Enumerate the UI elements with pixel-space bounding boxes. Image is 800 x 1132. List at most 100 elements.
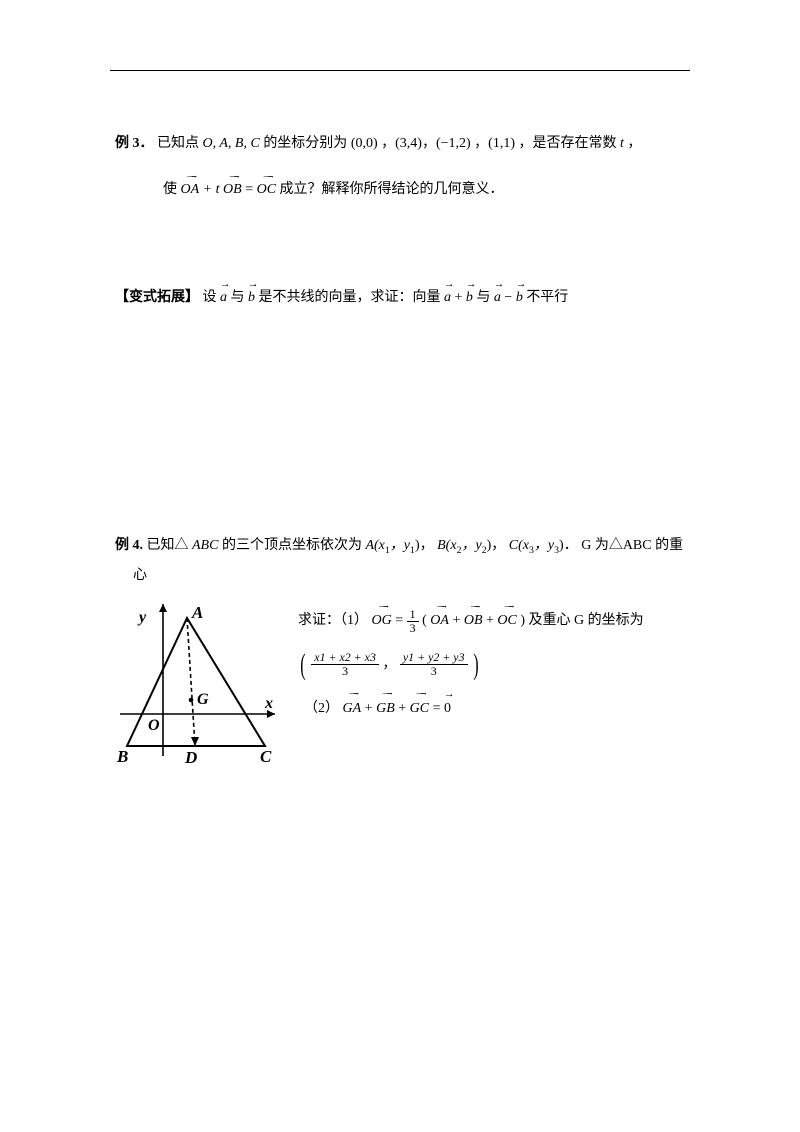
ex3-l2-pre: 使 (163, 182, 177, 197)
proof-1: 求证：（1） OG = 13 ( OA + OB + OC ) 及重心 G 的坐… (298, 604, 690, 638)
ex3-l2-post: 成立？解释你所得结论的几何意义． (280, 182, 504, 197)
document-page: 例 3． 已知点 O, A, B, C 的坐标分别为 (0,0) ，(3,4)，… (0, 0, 800, 1132)
p1-centroid-mid: 及重心 G 的坐标为 (529, 613, 644, 628)
vec-OC: OC (257, 176, 276, 204)
ex4-B: B (437, 538, 446, 553)
fy-den: 3 (400, 665, 468, 678)
proofs-area: 求证：（1） OG = 13 ( OA + OB + OC ) 及重心 G 的坐… (298, 596, 690, 735)
ex4-pre: 已知△ (147, 538, 189, 553)
p1-rp: ) (520, 613, 525, 628)
big-rparen: ) (473, 652, 478, 678)
ex4-tail: G 为△ABC 的重 (581, 538, 683, 553)
frac13-num: 1 (407, 608, 419, 622)
ex4-Bc: (x2，y2)， (446, 538, 506, 553)
fig-label-C: C (260, 747, 272, 766)
ex3-mid3: ， (627, 136, 641, 151)
content-area: 例 3． 已知点 O, A, B, C 的坐标分别为 (0,0) ，(3,4)，… (115, 130, 690, 782)
centroid-coord: ( x1 + x2 + x33 ， y1 + y2 + y33 ) (298, 648, 690, 682)
ex3-t: t (620, 136, 624, 151)
variant-block: 【变式拓展】 设 a 与 b 是不共线的向量，求证：向量 a + b 与 a −… (115, 284, 690, 312)
ex4-abc: ABC (192, 538, 218, 553)
fig-label-y: y (137, 609, 147, 626)
ex4-Cc: (x3，y3)． (518, 538, 578, 553)
ex4-Bc-x: (x (446, 538, 457, 553)
variant-mid3: 与 (476, 290, 494, 305)
ex4-Acm: ，y (390, 538, 410, 553)
vec-GC: GC (410, 692, 429, 726)
ex4-mid1: 的三个顶点坐标依次为 (222, 538, 366, 553)
ex4-C: C (509, 538, 518, 553)
fx-den: 3 (311, 665, 379, 678)
ex4-Ac: (x1，y1)， (374, 538, 434, 553)
example-4: 例 4. 已知△ ABC 的三个顶点坐标依次为 A(x1，y1)， B(x2，y… (115, 532, 690, 560)
top-rule (110, 70, 690, 71)
frac-y: y1 + y2 + y33 (400, 651, 468, 678)
variant-label: 【变式拓展】 (115, 290, 199, 305)
vec-a-3: a (494, 284, 501, 312)
ex4-Ace: )， (415, 538, 434, 553)
fig-label-B: B (116, 747, 128, 766)
p1-lp: ( (422, 613, 427, 628)
frac13-den: 3 (407, 622, 419, 635)
variant-plus: + (455, 290, 466, 305)
vec-zero: 0 (444, 692, 451, 726)
ex4-Bce: )， (487, 538, 506, 553)
triangle-figure: y x A B C D O G (115, 596, 280, 782)
ex3-coords: (0,0) ，(3,4)，(−1,2) ，(1,1) (351, 136, 515, 151)
example-3-line2: 使 OA + t OB = OC 成立？解释你所得结论的几何意义． (163, 176, 690, 204)
p2-plus2: + (398, 701, 409, 716)
proof-2: （2） GA + GB + GC = 0 (304, 692, 690, 726)
ex4-Ccm: ，y (534, 538, 554, 553)
variant-mid1: 与 (231, 290, 249, 305)
ex3-plus-t: + t (203, 182, 220, 197)
vec-b-2: b (466, 284, 473, 312)
ex3-label: 例 3． (115, 136, 154, 151)
p2-plus1: + (365, 701, 376, 716)
vec-GA: GA (343, 692, 362, 726)
vec-a-2: a (444, 284, 451, 312)
ex3-mid1: 的坐标分别为 (263, 136, 347, 151)
variant-pre: 设 (203, 290, 221, 305)
vec-OA: OA (181, 176, 200, 204)
ex4-Ac-x: (x (374, 538, 385, 553)
p1-eq: = (395, 613, 406, 628)
vec-OA2: OA (430, 604, 449, 638)
p1-plus1: + (452, 613, 463, 628)
variant-post: 不平行 (526, 290, 568, 305)
vec-b-1: b (248, 284, 255, 312)
proof-label: 求证：（1） (298, 613, 368, 628)
ex4-label: 例 4. (115, 538, 143, 553)
vec-OG: OG (372, 604, 392, 638)
frac-1-3: 13 (407, 608, 419, 635)
vec-GB: GB (376, 692, 395, 726)
ex4-line2: 心 (133, 568, 147, 583)
frac-x: x1 + x2 + x33 (311, 651, 379, 678)
ex4-A: A (365, 538, 374, 553)
example-3: 例 3． 已知点 O, A, B, C 的坐标分别为 (0,0) ，(3,4)，… (115, 130, 690, 158)
p1-plus2: + (486, 613, 497, 628)
variant-minus: − (504, 290, 515, 305)
ex4-Cce: )． (559, 538, 578, 553)
fig-label-O: O (148, 717, 160, 734)
centroid-comma: ， (382, 657, 396, 672)
vec-a-1: a (220, 284, 227, 312)
vec-b-3: b (516, 284, 523, 312)
example-4-body: y x A B C D O G 求证：（1） OG = 13 ( OA (115, 596, 690, 782)
fig-label-A: A (191, 603, 203, 622)
vec-OB: OB (223, 176, 242, 204)
ex3-mid2: ，是否存在常数 (519, 136, 621, 151)
p2-label: （2） (304, 701, 339, 716)
fy-num: y1 + y2 + y3 (400, 651, 468, 665)
ex3-eqsign: = (245, 182, 256, 197)
ex3-pre: 已知点 (157, 136, 199, 151)
ex3-points: O, A, B, C (203, 136, 260, 151)
variant-mid2: 是不共线的向量，求证：向量 (259, 290, 445, 305)
fig-label-G: G (197, 691, 209, 708)
big-lparen: ( (300, 652, 305, 678)
triangle-svg: y x A B C D O G (115, 596, 280, 771)
fx-num: x1 + x2 + x3 (311, 651, 379, 665)
fig-label-x: x (264, 695, 273, 712)
vec-OB2: OB (464, 604, 483, 638)
p2-eq: = (433, 701, 444, 716)
fig-label-D: D (184, 748, 197, 767)
